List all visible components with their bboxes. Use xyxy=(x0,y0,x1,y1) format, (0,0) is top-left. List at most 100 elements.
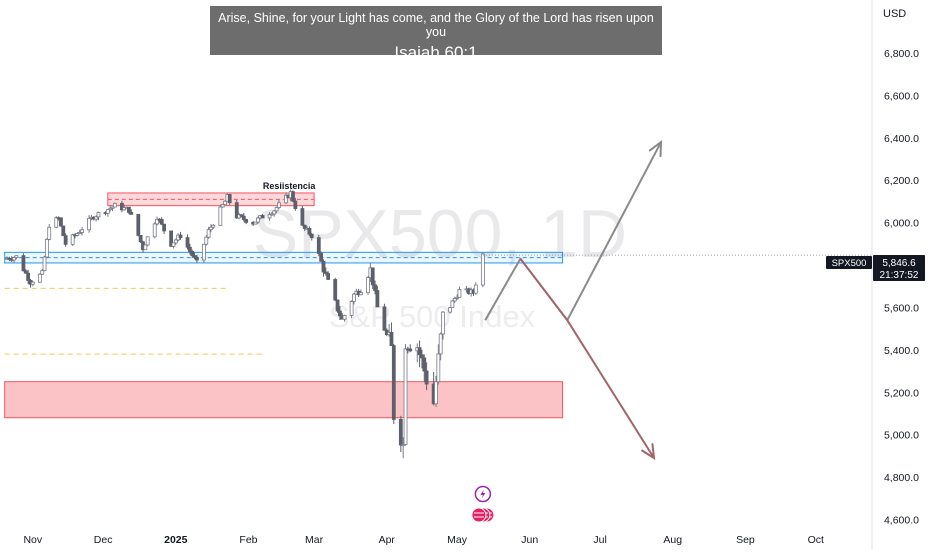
candle-body xyxy=(7,257,12,260)
candle-body xyxy=(450,300,455,308)
y-tick-label: 6,600.0 xyxy=(884,90,919,102)
candle-body xyxy=(403,348,408,445)
us-flag-event-icon[interactable] xyxy=(471,507,487,523)
candle-body xyxy=(370,267,375,286)
candle-body xyxy=(44,239,49,258)
x-tick-label: Sep xyxy=(736,534,755,546)
candle-body xyxy=(438,333,443,355)
candle-body xyxy=(359,292,363,296)
candle-body xyxy=(209,226,213,231)
x-tick-label: 2025 xyxy=(164,534,188,546)
y-tick-label: 5,200.0 xyxy=(884,387,919,399)
candle-body xyxy=(398,419,403,446)
candle-body xyxy=(40,270,45,275)
candle-body xyxy=(321,260,326,273)
candle-body xyxy=(253,221,258,225)
resistance-label: Resiistencia xyxy=(263,181,317,191)
candle-body xyxy=(420,354,424,359)
candle-body xyxy=(260,215,265,219)
y-tick-label: 6,800.0 xyxy=(884,48,919,60)
candle-body xyxy=(455,296,459,299)
candle-body xyxy=(21,255,26,272)
candle-body xyxy=(159,219,164,225)
candle-body xyxy=(119,202,124,211)
x-tick-label: Mar xyxy=(305,534,324,546)
candle-body xyxy=(143,244,148,251)
candle-body xyxy=(335,299,340,312)
candle-body xyxy=(187,246,192,252)
candle-body xyxy=(61,225,66,237)
candle-body xyxy=(80,229,84,233)
candle-body xyxy=(391,345,396,420)
candle-body xyxy=(112,202,117,208)
candle-body xyxy=(42,256,47,272)
x-tick-label: Jun xyxy=(521,534,538,546)
candle-body xyxy=(155,218,159,225)
candle-body xyxy=(277,202,281,208)
candle-body xyxy=(70,234,75,245)
candle-body xyxy=(127,206,131,213)
bear-projection-arrow[interactable] xyxy=(519,258,655,459)
watermark-description: S&P 500 Index xyxy=(329,299,536,334)
x-tick-label: Aug xyxy=(663,534,682,546)
candle-body xyxy=(270,213,274,216)
candle-body xyxy=(96,212,101,218)
demand-zone[interactable] xyxy=(4,381,564,419)
candle-body xyxy=(110,206,115,209)
candle-body xyxy=(274,207,279,212)
candle-body xyxy=(382,306,387,331)
candle-body xyxy=(94,216,99,220)
candle-body xyxy=(169,230,174,247)
candle-body xyxy=(333,279,338,301)
candle-body xyxy=(366,277,370,293)
candle-body xyxy=(337,310,342,317)
title-banner[interactable]: Arise, Shine, for your Light has come, a… xyxy=(210,6,662,62)
price-tag-value: 5,846.6 xyxy=(882,258,916,269)
candle-body xyxy=(190,250,195,256)
candle-body xyxy=(129,212,134,215)
x-tick-label: Apr xyxy=(379,534,396,546)
candle-body xyxy=(59,217,63,227)
candle-body xyxy=(422,357,427,372)
y-tick-label: 6,400.0 xyxy=(884,133,919,145)
candle-body xyxy=(206,229,211,238)
candle-body xyxy=(122,207,127,211)
candle-body xyxy=(267,214,272,219)
symbol-tag: SPX500 xyxy=(826,256,872,269)
candle-body xyxy=(452,298,457,302)
candle-body xyxy=(54,217,59,228)
candle-body xyxy=(145,236,150,246)
watermark-symbol: SPX500, 1D xyxy=(253,196,627,272)
candle-body xyxy=(77,231,82,234)
candle-body xyxy=(307,227,312,235)
candle-body xyxy=(220,204,225,208)
candle-body xyxy=(434,381,438,405)
candle-body xyxy=(436,353,441,383)
candle-body xyxy=(211,224,216,228)
banner-reference: Isaiah 60:1 xyxy=(394,43,478,62)
candle-body xyxy=(234,202,239,219)
currency-selector[interactable]: USD xyxy=(883,8,907,20)
candle-body xyxy=(408,348,413,352)
x-tick-label: Dec xyxy=(94,534,113,546)
symbol-tag-label: SPX500 xyxy=(832,258,867,269)
candle-body xyxy=(173,239,178,244)
candle-body xyxy=(26,272,31,281)
candle-body xyxy=(424,370,429,385)
candle-body xyxy=(75,233,80,236)
y-tick-label: 6,200.0 xyxy=(884,175,919,187)
candle-body xyxy=(457,288,462,298)
candle-body xyxy=(448,307,452,313)
candle-body xyxy=(227,194,232,204)
candle-body xyxy=(138,235,143,243)
candle-body xyxy=(302,224,307,229)
candle-body xyxy=(352,293,356,302)
support_level-zone[interactable] xyxy=(4,251,564,264)
y-tick-label: 4,600.0 xyxy=(884,515,919,527)
candle-body xyxy=(441,311,445,335)
candle-body xyxy=(316,237,321,254)
candle-body xyxy=(239,214,244,217)
candle-body xyxy=(326,273,331,280)
